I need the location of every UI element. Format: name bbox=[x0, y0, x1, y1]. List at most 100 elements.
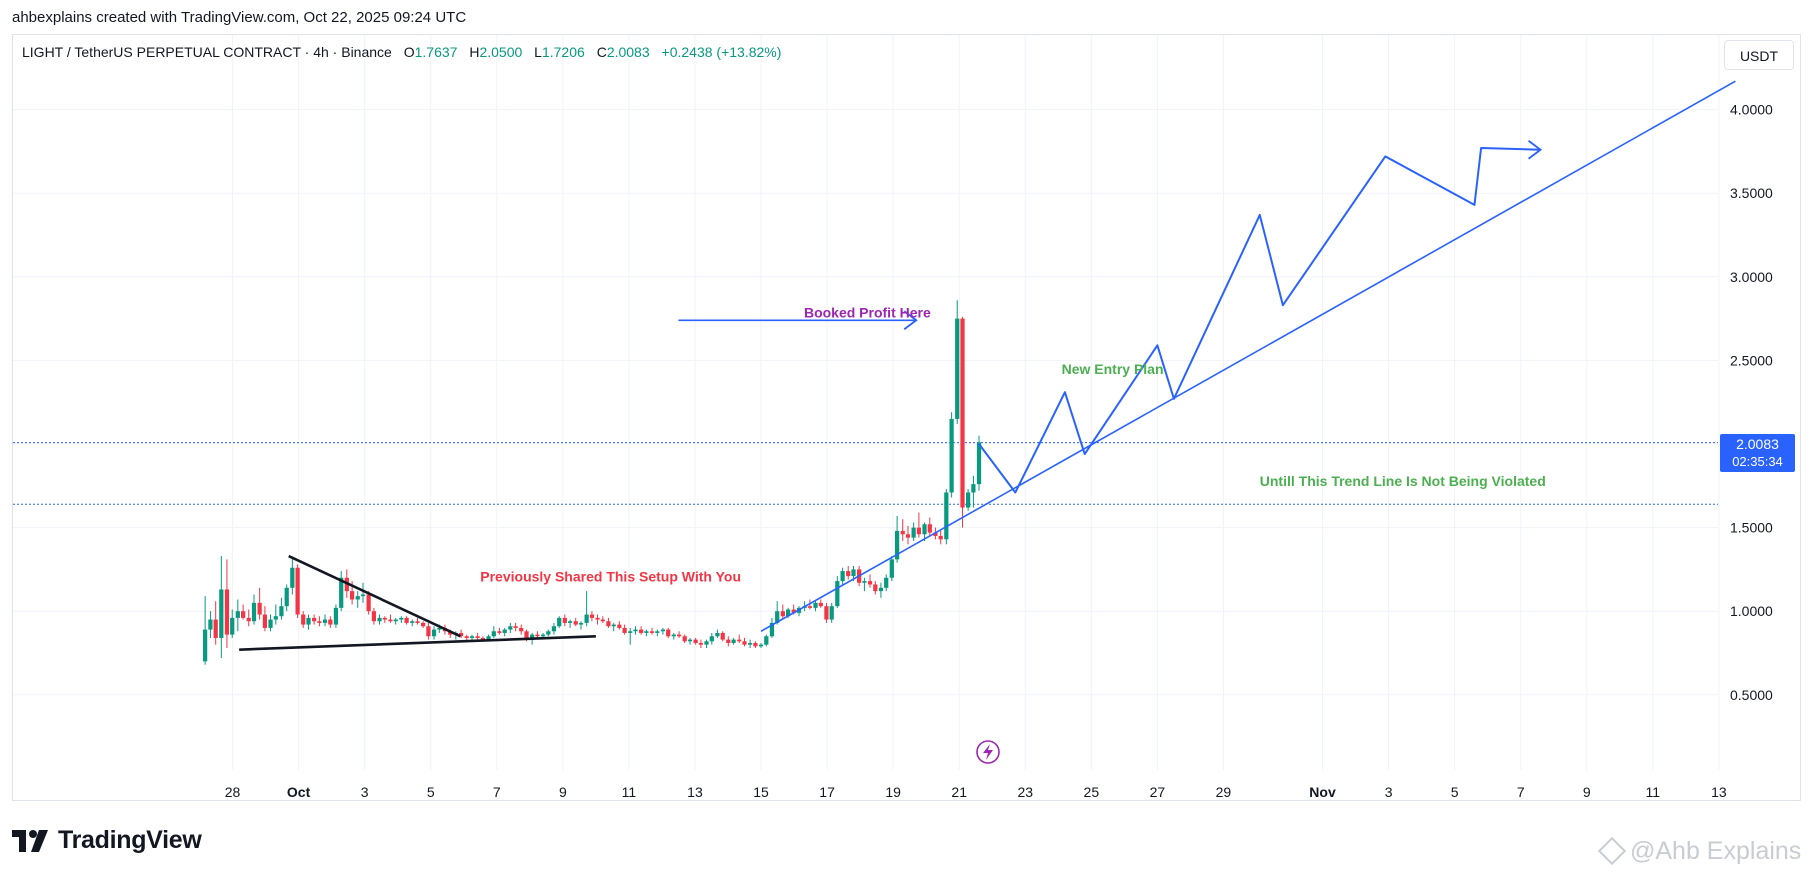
candle bbox=[251, 594, 257, 625]
candle-body bbox=[791, 609, 796, 613]
candle-body bbox=[279, 606, 284, 617]
tradingview-logo[interactable]: TradingView bbox=[12, 826, 202, 855]
candle bbox=[410, 619, 415, 627]
date-tick-label: 23 bbox=[1017, 784, 1033, 800]
candle-body bbox=[584, 614, 589, 623]
currency-button[interactable]: USDT bbox=[1724, 40, 1794, 70]
candle-body bbox=[360, 594, 366, 597]
candle-body bbox=[508, 626, 513, 630]
candle-body bbox=[955, 318, 960, 419]
candle-body bbox=[573, 621, 578, 625]
close-label: C bbox=[596, 44, 607, 60]
candle-body bbox=[758, 644, 764, 647]
high-value: 2.0500 bbox=[479, 44, 523, 60]
candle-body bbox=[371, 611, 377, 622]
candle bbox=[230, 609, 235, 638]
candle bbox=[322, 614, 328, 627]
candle-body bbox=[524, 631, 529, 638]
candle bbox=[927, 517, 932, 536]
candle-body bbox=[862, 581, 867, 583]
candle-body bbox=[448, 631, 453, 635]
price-tick-label: 3.5000 bbox=[1730, 185, 1773, 201]
candle-body bbox=[557, 617, 562, 627]
candle-body bbox=[562, 617, 567, 623]
chart-frame bbox=[12, 34, 1801, 801]
candle bbox=[639, 626, 644, 635]
candle-body bbox=[382, 617, 387, 620]
date-tick-label: Nov bbox=[1309, 784, 1336, 800]
tradingview-logo-icon bbox=[12, 829, 48, 852]
candle bbox=[431, 626, 437, 640]
candle-body bbox=[322, 619, 328, 623]
candle bbox=[649, 627, 655, 635]
candle-body bbox=[687, 639, 693, 642]
candle-body bbox=[873, 584, 878, 592]
candle bbox=[317, 616, 322, 627]
candle-body bbox=[606, 621, 611, 627]
candle-body bbox=[900, 530, 905, 535]
candle-body bbox=[224, 589, 230, 635]
date-tick-label: 11 bbox=[622, 784, 637, 800]
candle bbox=[660, 627, 666, 635]
candle bbox=[900, 519, 905, 541]
candle-body bbox=[458, 632, 464, 637]
candle bbox=[491, 626, 496, 638]
candle bbox=[399, 616, 404, 623]
candle bbox=[955, 300, 960, 424]
candle-body bbox=[426, 626, 431, 637]
candle bbox=[606, 617, 611, 628]
candle-body bbox=[600, 619, 605, 622]
candle-body bbox=[235, 611, 240, 618]
date-tick-label: 9 bbox=[559, 784, 567, 800]
price-tick-label: 3.0000 bbox=[1730, 269, 1773, 285]
candle bbox=[339, 571, 344, 612]
candle-body bbox=[410, 621, 415, 623]
candle-body bbox=[824, 606, 829, 620]
candle bbox=[257, 587, 262, 620]
date-tick-label: 7 bbox=[1517, 784, 1525, 800]
candle-body bbox=[851, 569, 856, 577]
projection-arrow-head bbox=[1527, 140, 1543, 160]
candle-body bbox=[377, 617, 382, 622]
watermark-text: @Ahb Explains bbox=[1630, 837, 1802, 865]
candle bbox=[219, 556, 224, 659]
candle-body bbox=[546, 631, 551, 635]
candle-body bbox=[807, 606, 813, 608]
candle-body bbox=[742, 641, 747, 645]
lightning-event-icon[interactable] bbox=[976, 740, 1000, 764]
date-tick-label: 5 bbox=[427, 784, 435, 800]
candle bbox=[382, 616, 387, 623]
candle-body bbox=[355, 596, 360, 600]
candle-body bbox=[644, 631, 649, 633]
last-price-value: 2.0083 bbox=[1736, 436, 1779, 452]
projection-path bbox=[978, 147, 1541, 494]
chart-annotation: New Entry Plan bbox=[1062, 361, 1164, 377]
candle bbox=[704, 639, 709, 648]
candle-body bbox=[976, 442, 982, 485]
candle bbox=[905, 525, 911, 545]
triangle-upper bbox=[288, 554, 462, 638]
candle-body bbox=[715, 632, 720, 637]
candle-body bbox=[513, 626, 518, 628]
candle-body bbox=[469, 636, 475, 638]
date-tick-label: 21 bbox=[951, 784, 967, 800]
candle bbox=[421, 621, 426, 628]
candle-body bbox=[464, 636, 469, 638]
date-tick-label: 11 bbox=[1646, 784, 1661, 800]
candle-body bbox=[399, 617, 404, 620]
candle-body bbox=[693, 639, 698, 643]
candle bbox=[535, 631, 540, 638]
symbol-legend[interactable]: LIGHT / TetherUS PERPETUAL CONTRACT · 4h… bbox=[22, 44, 781, 60]
candle bbox=[971, 475, 976, 508]
candle-body bbox=[306, 617, 311, 625]
candle bbox=[824, 602, 829, 623]
candle-body bbox=[731, 639, 736, 643]
author-watermark: @Ahb Explains bbox=[1597, 836, 1802, 866]
last-price-label: 2.0083 02:35:34 bbox=[1720, 434, 1795, 472]
candle-body bbox=[480, 637, 486, 640]
candle bbox=[813, 601, 818, 612]
candle bbox=[698, 639, 704, 648]
bar-countdown: 02:35:34 bbox=[1732, 454, 1783, 469]
candle bbox=[246, 609, 251, 627]
